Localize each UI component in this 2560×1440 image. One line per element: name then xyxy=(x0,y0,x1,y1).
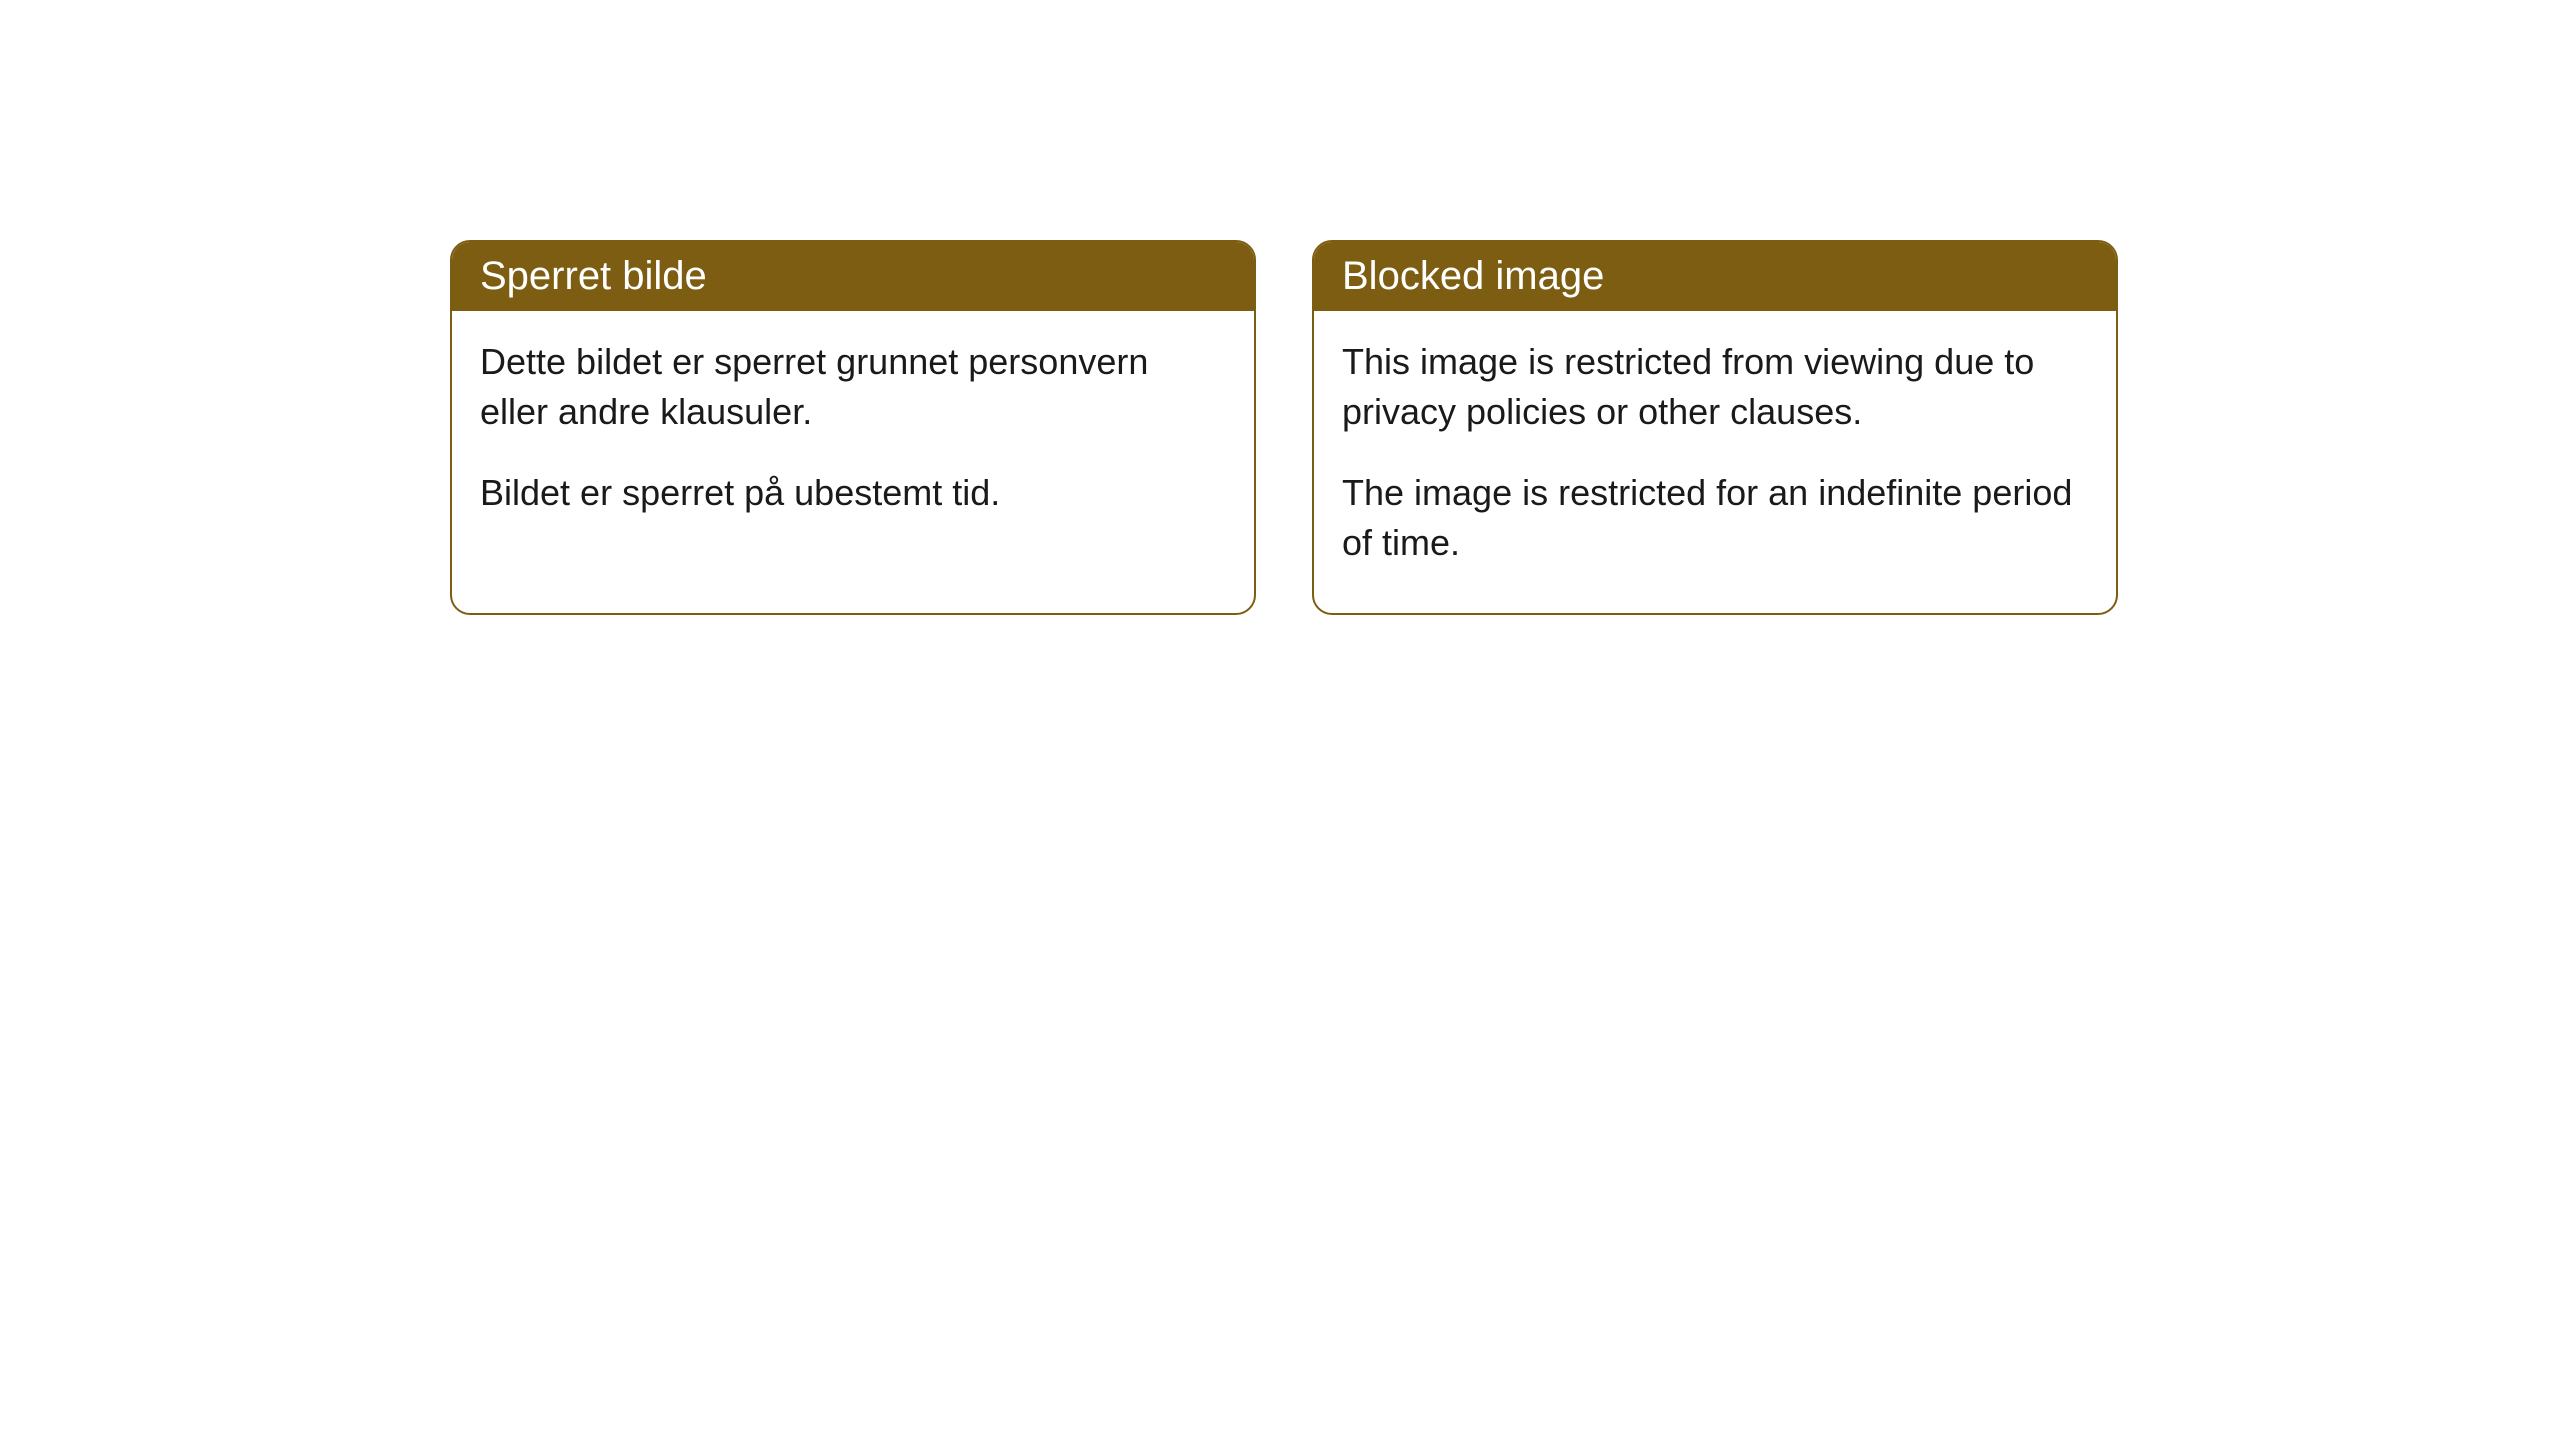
card-paragraph: Bildet er sperret på ubestemt tid. xyxy=(480,468,1226,518)
card-body: Dette bildet er sperret grunnet personve… xyxy=(452,311,1254,562)
card-header: Blocked image xyxy=(1314,242,2116,311)
card-paragraph: This image is restricted from viewing du… xyxy=(1342,337,2088,438)
card-paragraph: The image is restricted for an indefinit… xyxy=(1342,468,2088,569)
card-title: Blocked image xyxy=(1342,254,1604,298)
card-header: Sperret bilde xyxy=(452,242,1254,311)
blocked-image-card-english: Blocked image This image is restricted f… xyxy=(1312,240,2118,615)
notice-container: Sperret bilde Dette bildet er sperret gr… xyxy=(0,0,2560,615)
card-body: This image is restricted from viewing du… xyxy=(1314,311,2116,613)
card-paragraph: Dette bildet er sperret grunnet personve… xyxy=(480,337,1226,438)
blocked-image-card-norwegian: Sperret bilde Dette bildet er sperret gr… xyxy=(450,240,1256,615)
card-title: Sperret bilde xyxy=(480,254,707,298)
